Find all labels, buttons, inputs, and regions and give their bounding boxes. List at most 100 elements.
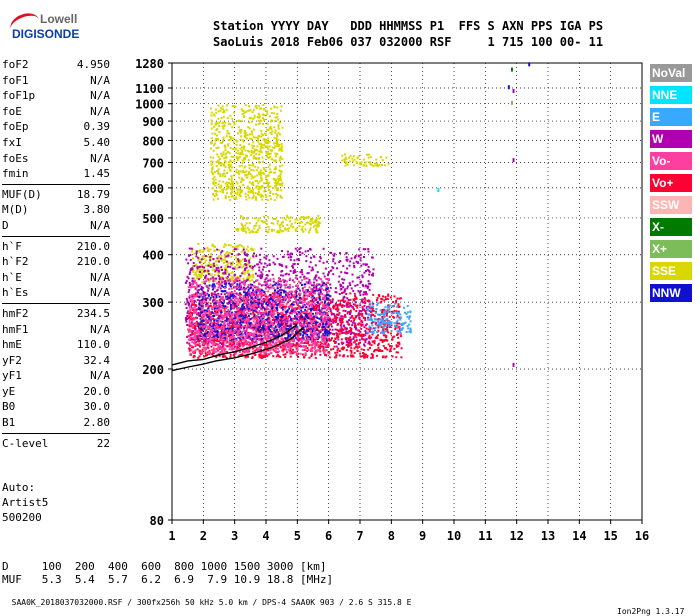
- echo-point: [280, 292, 282, 294]
- y-tick-label: 1280: [135, 57, 164, 71]
- echo-point: [241, 272, 243, 274]
- echo-point: [216, 290, 218, 292]
- echo-point: [369, 343, 371, 345]
- echo-point: [226, 302, 228, 304]
- echo-point: [223, 110, 225, 112]
- echo-point: [213, 183, 215, 185]
- echo-point: [369, 161, 371, 163]
- echo-point: [237, 268, 239, 270]
- echo-point: [297, 263, 299, 265]
- echo-point: [237, 183, 239, 185]
- echo-point: [253, 129, 255, 131]
- echo-point: [236, 193, 238, 195]
- echo-point: [313, 256, 315, 258]
- echo-point: [301, 284, 303, 286]
- echo-point: [253, 109, 255, 111]
- echo-point: [282, 275, 284, 277]
- echo-point: [363, 159, 365, 161]
- echo-point: [261, 179, 263, 181]
- echo-point: [218, 122, 220, 124]
- echo-point: [223, 116, 225, 118]
- echo-point: [207, 270, 209, 272]
- echo-point: [375, 165, 377, 167]
- echo-point: [360, 328, 362, 330]
- x-tick-label: 3: [231, 529, 238, 543]
- echo-point: [363, 263, 365, 265]
- echo-point: [262, 221, 264, 223]
- echo-point: [269, 186, 271, 188]
- echo-point: [372, 341, 374, 343]
- echo-point: [212, 133, 214, 135]
- echo-point: [279, 195, 281, 197]
- echo-point: [319, 318, 321, 320]
- echo-point: [351, 315, 353, 317]
- echo-point: [238, 126, 240, 128]
- echo-point: [302, 334, 304, 336]
- echo-point: [329, 252, 331, 254]
- echo-point: [193, 262, 195, 264]
- echo-point: [331, 326, 333, 328]
- echo-point: [277, 290, 279, 292]
- echo-point: [239, 266, 241, 268]
- echo-point: [355, 310, 357, 312]
- echo-point: [188, 316, 190, 318]
- echo-point: [377, 349, 379, 351]
- echo-point: [289, 220, 291, 222]
- echo-point: [270, 128, 272, 130]
- echo-point: [216, 267, 218, 269]
- echo-point: [351, 257, 353, 259]
- echo-point: [270, 132, 272, 134]
- echo-point: [240, 260, 242, 262]
- echo-point: [385, 157, 387, 159]
- echo-point: [381, 164, 383, 166]
- echo-point: [288, 256, 290, 258]
- echo-point: [284, 356, 286, 358]
- y-tick-label: 400: [142, 249, 164, 263]
- echo-point: [339, 260, 341, 262]
- echo-point: [272, 292, 274, 294]
- echo-point: [260, 130, 262, 132]
- echo-point: [199, 315, 201, 317]
- echo-point: [350, 320, 352, 322]
- echo-point: [263, 182, 265, 184]
- echo-point: [302, 229, 304, 231]
- echo-point: [341, 155, 343, 157]
- echo-point: [324, 331, 326, 333]
- echo-point: [224, 173, 226, 175]
- echo-point: [228, 252, 230, 254]
- echo-point: [287, 253, 289, 255]
- echo-point: [394, 295, 396, 297]
- echo-point: [354, 333, 356, 335]
- echo-point: [317, 301, 319, 303]
- echo-point: [260, 170, 262, 172]
- echo-point: [252, 275, 254, 277]
- echo-point: [223, 308, 225, 310]
- echo-point: [384, 164, 386, 166]
- echo-point: [210, 160, 212, 162]
- echo-point: [349, 304, 351, 306]
- echo-point: [278, 178, 280, 180]
- echo-point: [191, 267, 193, 269]
- echo-point: [275, 166, 277, 168]
- echo-point: [357, 350, 359, 352]
- echo-point: [193, 265, 195, 267]
- echo-point: [234, 248, 236, 250]
- echo-point: [333, 320, 335, 322]
- echo-point: [243, 246, 245, 248]
- echo-point: [215, 129, 217, 131]
- echo-point: [331, 337, 333, 339]
- echo-point: [311, 353, 313, 355]
- echo-point: [232, 295, 234, 297]
- echo-point: [213, 265, 215, 267]
- echo-point: [360, 334, 362, 336]
- echo-point: [290, 270, 292, 272]
- echo-point: [273, 229, 275, 231]
- echo-point: [279, 133, 281, 135]
- echo-point: [282, 221, 284, 223]
- echo-point: [226, 261, 228, 263]
- echo-point: [332, 333, 334, 335]
- echo-point: [360, 254, 362, 256]
- echo-point: [196, 270, 198, 272]
- echo-point: [274, 153, 276, 155]
